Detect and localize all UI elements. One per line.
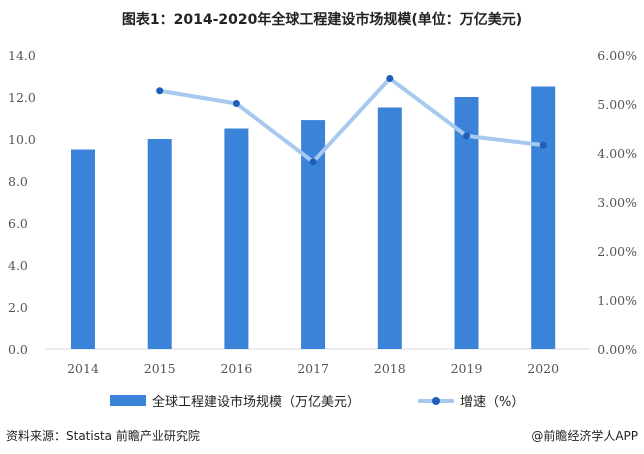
right-tick-label: 2.00% [597,244,637,259]
x-tick-label: 2015 [144,361,176,376]
growth-point [463,132,470,140]
x-tick-label: 2019 [451,361,483,376]
legend-line-label: 增速（%） [460,395,525,410]
right-tick-label: 5.00% [597,97,637,112]
left-tick-label: 12.0 [8,90,36,105]
x-tick-label: 2018 [374,361,406,376]
left-tick-label: 14.0 [8,48,36,63]
chart-title: 图表1：2014-2020年全球工程建设市场规模(单位：万亿美元) [121,12,523,28]
legend-bar-swatch [110,395,146,406]
growth-point [156,87,164,95]
growth-line [159,76,544,164]
left-tick-label: 0.0 [8,342,28,357]
left-tick-label: 2.0 [8,300,28,315]
right-tick-label: 0.00% [597,342,637,357]
bar [71,149,95,349]
legend-bar-label: 全球工程建设市场规模（万亿美元） [152,395,361,410]
x-tick-label: 2020 [527,361,559,376]
growth-point [232,100,240,108]
bar [147,139,172,349]
source-note: 资料来源：Statista 前瞻产业研究院 [6,429,200,443]
left-tick-label: 6.0 [8,216,28,231]
left-tick-label: 10.0 [8,132,36,147]
bar [377,107,402,349]
brand-note: @前瞻经济学人APP [531,429,638,443]
right-tick-label: 1.00% [597,293,637,308]
left-tick-label: 8.0 [8,174,28,189]
legend-item-bar: 全球工程建设市场规模（万亿美元） [110,391,360,410]
left-tick-label: 4.0 [8,258,28,273]
right-tick-label: 6.00% [597,48,637,63]
growth-point [386,75,394,83]
bar [224,128,249,349]
right-tick-label: 3.00% [597,195,637,210]
legend-item-line: 增速（%） [418,391,524,410]
bar [531,86,556,349]
growth-point [539,141,547,149]
legend-line-swatch [418,395,454,406]
x-tick-label: 2017 [297,361,329,376]
growth-point [309,158,317,166]
x-tick-label: 2016 [220,361,252,376]
right-tick-label: 4.00% [597,146,637,161]
x-tick-label: 2014 [67,361,99,376]
